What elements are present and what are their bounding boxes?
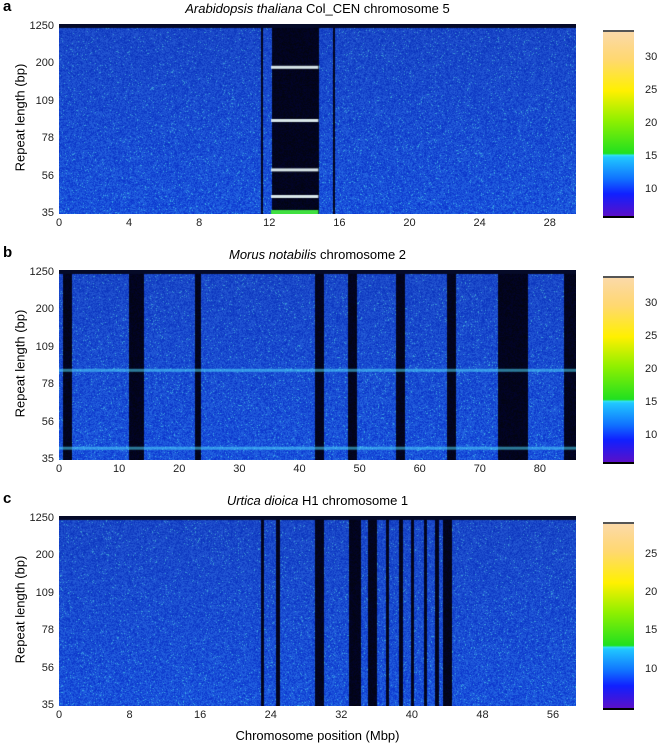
x-tick-label: 16 (194, 709, 207, 721)
colorbar-tick-label: 30 (645, 297, 658, 310)
y-tick-label: 200 (35, 303, 54, 316)
x-tick-label: 40 (293, 463, 306, 475)
x-tick-label: 40 (405, 709, 419, 721)
y-tick-label: 1250 (29, 266, 54, 278)
title-species: Morus notabilis (228, 247, 317, 262)
x-tick-label: 48 (476, 709, 489, 721)
title-rest: H1 chromosome 1 (298, 493, 409, 508)
y-tick-label: 109 (35, 586, 54, 599)
colorbar-tick-label: 10 (645, 428, 658, 441)
x-tick-label: 60 (413, 463, 426, 475)
title-rest: chromosome 2 (316, 247, 407, 262)
panel-b: b Morus notabilis chromosome 2 Repeat leng… (0, 244, 668, 491)
x-tick-label: 12 (263, 217, 276, 229)
x-tick-label: 20 (403, 217, 416, 229)
x-axis-label: Chromosome position (Mbp) (235, 728, 400, 743)
x-tick-label: 56 (546, 709, 560, 721)
x-tick-label: 24 (264, 709, 277, 721)
colorbar-tick-label: 10 (645, 662, 658, 675)
panel-label: a (3, 0, 12, 15)
colorbar-tick-label: 25 (645, 84, 658, 97)
x-tick-label: 0 (55, 463, 63, 475)
y-axis-label: Repeat length (bp) (12, 63, 28, 172)
colorbar-tick-label: 10 (645, 182, 658, 195)
title-species: Urtica dioica (226, 493, 299, 508)
y-tick-label: 1250 (29, 512, 54, 524)
heatmap (59, 24, 576, 214)
x-tick-label: 0 (55, 217, 63, 229)
colorbar (603, 522, 634, 710)
title-species: Arabidopsis thaliana (185, 1, 303, 16)
colorbar-tick-label: 15 (645, 624, 658, 637)
panel-label: b (3, 244, 13, 261)
x-tick-label: 10 (112, 463, 126, 475)
colorbar-tick-label: 25 (645, 330, 658, 343)
x-tick-label: 24 (473, 217, 486, 229)
y-tick-label: 56 (41, 661, 54, 674)
colorbar-tick-label: 20 (645, 363, 658, 375)
x-tick-label: 28 (543, 217, 556, 229)
chart-title: Arabidopsis thaliana Col_CEN chromosome … (59, 1, 576, 16)
panel-c: c Urtica dioica H1 chromosome 1 Repeat len… (0, 490, 668, 737)
x-tick-label: 4 (126, 217, 133, 229)
colorbar (603, 30, 634, 218)
x-tick-label: 32 (335, 709, 348, 721)
y-tick-label: 35 (41, 453, 54, 465)
y-tick-label: 78 (41, 132, 54, 145)
y-axis-label: Repeat length (bp) (12, 555, 28, 664)
x-tick-label: 30 (233, 463, 246, 475)
y-tick-label: 109 (35, 340, 54, 353)
chart-title: Urtica dioica H1 chromosome 1 (59, 493, 576, 508)
panel-label: c (3, 490, 12, 507)
colorbar-tick-label: 30 (645, 51, 658, 64)
colorbar-tick-label: 15 (645, 149, 658, 162)
x-tick-label: 8 (196, 217, 203, 229)
colorbar-tick-label: 20 (645, 586, 658, 598)
panel-a: a Arabidopsis thaliana Col_CEN chromosome… (0, 0, 668, 245)
x-tick-label: 80 (533, 463, 547, 475)
x-tick-label: 16 (333, 217, 346, 229)
colorbar-tick-label: 20 (645, 117, 658, 129)
x-tick-label: 20 (173, 463, 186, 475)
y-tick-label: 78 (41, 624, 54, 637)
y-tick-label: 35 (41, 207, 54, 219)
y-axis-label: Repeat length (bp) (12, 309, 28, 418)
y-tick-label: 200 (35, 549, 54, 562)
y-tick-label: 56 (41, 415, 54, 428)
heatmap (59, 270, 576, 460)
y-tick-label: 56 (41, 169, 54, 182)
y-tick-label: 1250 (29, 20, 54, 32)
colorbar-tick-label: 25 (645, 547, 658, 560)
y-tick-label: 78 (41, 378, 54, 391)
heatmap (59, 516, 576, 706)
x-tick-label: 70 (473, 463, 486, 475)
x-tick-label: 0 (55, 709, 63, 721)
y-tick-label: 200 (35, 57, 54, 70)
colorbar-tick-label: 15 (645, 395, 658, 408)
x-tick-label: 8 (126, 709, 133, 721)
x-tick-label: 50 (353, 463, 366, 475)
y-tick-label: 35 (41, 699, 54, 711)
y-tick-label: 109 (35, 94, 54, 107)
title-rest: Col_CEN chromosome 5 (302, 1, 450, 16)
chart-title: Morus notabilis chromosome 2 (59, 247, 576, 262)
colorbar (603, 276, 634, 464)
